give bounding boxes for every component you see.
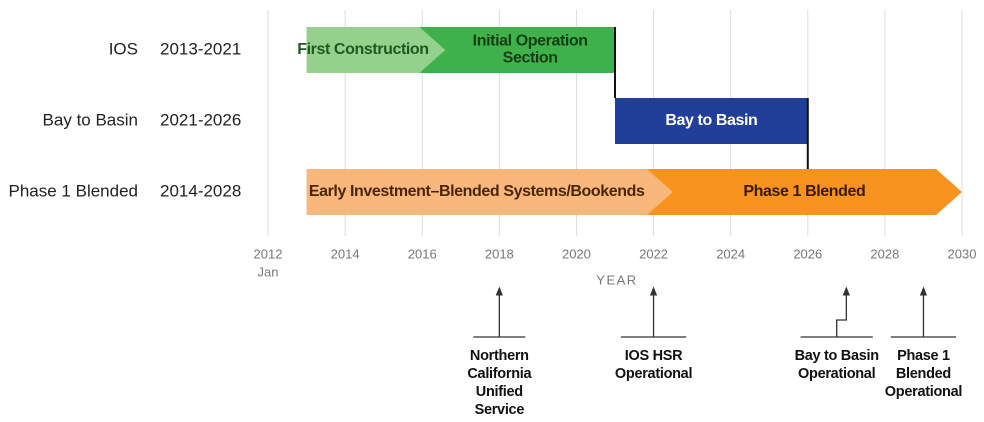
segment-label: Early Investment–Blended Systems/Bookend… xyxy=(309,183,645,200)
milestone: IOS HSR Operational xyxy=(615,286,692,382)
x-tick-label: 2018 xyxy=(485,246,514,261)
row-period: 2013-2021 xyxy=(160,39,241,58)
x-tick-label: 2012 xyxy=(254,246,283,261)
milestone-label: Operational xyxy=(885,384,962,400)
x-tick-label: 2028 xyxy=(870,246,899,261)
x-tick-label: 2022 xyxy=(639,246,668,261)
milestone: Phase 1 Blended Operational xyxy=(885,286,962,400)
timeline-segment xyxy=(615,98,808,144)
timeline-segment xyxy=(306,27,446,73)
milestone: Northern California Unified Service xyxy=(467,286,533,418)
timeline-segment xyxy=(306,169,673,215)
x-tick-label: 2014 xyxy=(331,246,360,261)
x-tick-label: 2026 xyxy=(793,246,822,261)
segment-label: First Construction xyxy=(297,41,428,58)
segment-label: Phase 1 Blended xyxy=(743,183,865,200)
x-tick-label: 2024 xyxy=(716,246,745,261)
milestone-arrow xyxy=(836,286,850,337)
milestone-label: Operational xyxy=(615,366,692,382)
milestone-label: Service xyxy=(475,402,525,418)
row-name: Phase 1 Blended xyxy=(9,181,139,200)
milestone-label: Blended xyxy=(896,366,951,382)
milestone-label: IOS HSR xyxy=(625,348,683,364)
timeline-segment xyxy=(646,169,962,215)
row-period: 2014-2028 xyxy=(160,181,241,200)
row-name: IOS xyxy=(109,39,138,58)
milestone-label: Unified xyxy=(476,384,523,400)
milestone-label: Northern xyxy=(470,348,529,364)
segment-label: Bay to Basin xyxy=(665,112,757,129)
timeline-segment xyxy=(419,27,615,73)
row-name: Bay to Basin xyxy=(43,110,138,129)
x-tick-label: 2016 xyxy=(408,246,437,261)
x-tick-label: 2020 xyxy=(562,246,591,261)
milestone: Bay to Basin Operational xyxy=(795,286,879,382)
row-period: 2021-2026 xyxy=(160,110,241,129)
milestone-label: Bay to Basin xyxy=(795,348,879,364)
milestone-label: Operational xyxy=(798,366,875,382)
segment-label: Initial Operation xyxy=(473,33,588,50)
milestone-label: Phase 1 xyxy=(897,348,950,364)
x-tick-label: 2030 xyxy=(948,246,977,261)
segment-label: Section xyxy=(503,50,558,67)
x-axis-label: YEAR xyxy=(596,272,637,287)
x-tick-sublabel: Jan xyxy=(258,264,279,279)
milestone-label: California xyxy=(467,366,532,382)
